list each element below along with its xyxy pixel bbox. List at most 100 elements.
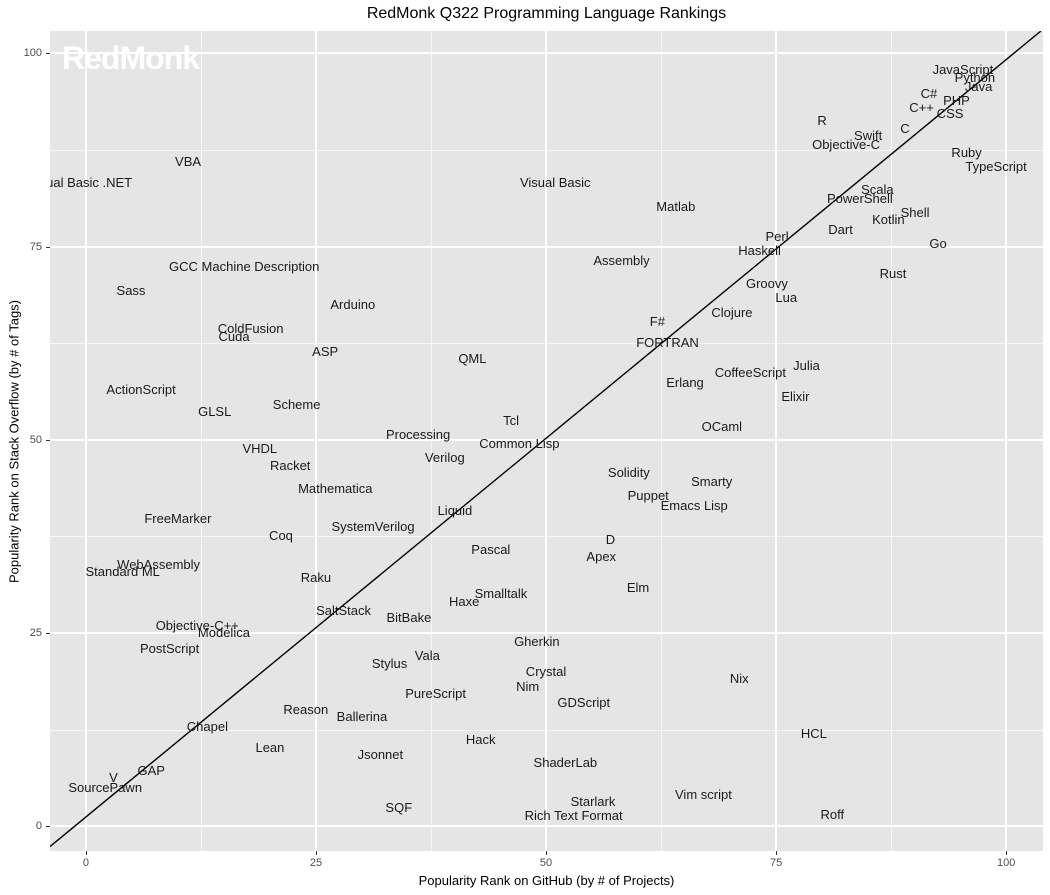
language-label: C <box>900 121 910 137</box>
language-label: Elixir <box>781 388 810 404</box>
y-axis-tick <box>46 826 50 828</box>
y-tick-label: 0 <box>35 820 42 833</box>
language-label: Python <box>954 70 996 86</box>
language-label: Roff <box>820 807 845 823</box>
language-label: Java <box>964 78 993 94</box>
language-label: Apex <box>586 548 617 564</box>
language-label: PowerShell <box>826 191 893 207</box>
minor-gridline <box>431 31 432 851</box>
language-label: D <box>605 531 616 547</box>
major-gridline <box>775 31 778 851</box>
language-label: Racket <box>269 458 311 474</box>
language-label: Rust <box>879 266 907 282</box>
language-label: CSS <box>936 106 964 122</box>
language-label: Scala <box>861 182 894 198</box>
language-label: Go <box>929 235 947 251</box>
language-label: Starlark <box>570 793 616 809</box>
major-gridline <box>50 438 1043 441</box>
language-label: Jsonnet <box>357 747 404 763</box>
language-label: Ballerina <box>336 708 388 724</box>
language-label: GLSL <box>198 404 232 420</box>
language-label: F# <box>649 313 665 329</box>
language-label: Processing <box>385 427 451 443</box>
language-label: Nix <box>729 671 749 687</box>
language-label: Swift <box>854 128 883 144</box>
language-label: FreeMarker <box>144 511 212 527</box>
language-label: Dart <box>828 221 853 237</box>
language-label: Gherkin <box>514 633 560 649</box>
y-axis-tick <box>46 633 50 635</box>
language-label: Kotlin <box>872 212 905 228</box>
language-label: PHP <box>943 92 970 108</box>
language-label: Pascal <box>471 541 511 557</box>
language-label: GDScript <box>557 694 611 710</box>
language-label: sual Basic .NET <box>50 175 133 191</box>
language-label: ActionScript <box>106 381 176 397</box>
language-label: Perl <box>765 229 789 245</box>
language-label: FORTRAN <box>636 335 699 351</box>
language-label: Smalltalk <box>474 586 528 602</box>
language-label: Nim <box>516 679 540 695</box>
language-label: Ruby <box>951 145 982 161</box>
y-tick-label: 100 <box>23 47 42 60</box>
language-label: Stylus <box>371 655 408 671</box>
redmonk-watermark: RedMonk <box>62 40 200 76</box>
language-label: VBA <box>175 153 202 169</box>
chart-title: RedMonk Q322 Programming Language Rankin… <box>366 5 727 22</box>
language-label: HCL <box>800 726 827 742</box>
language-label: SQF <box>385 800 413 816</box>
language-label: R <box>817 113 827 129</box>
language-label: Shell <box>900 205 930 221</box>
x-tick-label: 75 <box>769 857 783 869</box>
language-label: WebAssembly <box>117 557 201 573</box>
language-label: Vim script <box>674 786 732 802</box>
language-label: GAP <box>137 763 165 779</box>
major-gridline <box>50 52 1043 55</box>
major-gridline <box>545 31 548 851</box>
x-axis-tick <box>546 851 548 855</box>
language-label: Chapel <box>186 718 228 734</box>
language-label: Lean <box>255 740 285 756</box>
language-label: SaltStack <box>316 603 372 619</box>
language-label: Modelica <box>197 625 250 641</box>
language-label: Objective-C++ <box>155 618 239 634</box>
major-gridline <box>314 31 317 851</box>
language-label: Reason <box>283 702 329 718</box>
language-label: Matlab <box>656 199 696 215</box>
language-label: BitBake <box>386 610 432 626</box>
y-tick-label: 75 <box>29 240 42 253</box>
language-label: V <box>109 769 118 785</box>
language-label: Verilog <box>424 450 465 466</box>
language-label: ASP <box>312 343 339 359</box>
language-label: Assembly <box>593 252 650 268</box>
language-label: Crystal <box>525 664 567 680</box>
x-tick-label: 25 <box>309 857 323 869</box>
major-gridline <box>84 31 87 851</box>
language-label: Hack <box>465 732 496 748</box>
language-label: Scheme <box>272 397 321 413</box>
language-label: PureScript <box>405 686 466 702</box>
language-label: CoffeeScript <box>714 365 786 381</box>
language-label: Haskell <box>738 243 781 259</box>
language-label: JavaScript <box>932 61 994 77</box>
language-label: QML <box>458 350 487 366</box>
language-label: Tcl <box>503 412 520 428</box>
language-label: SystemVerilog <box>331 519 415 535</box>
language-label: Arduino <box>330 297 376 313</box>
language-label: C# <box>920 85 938 101</box>
diagonal-reference-line <box>50 31 1042 848</box>
language-label: Sass <box>116 282 146 298</box>
language-label: Mathematica <box>298 480 373 496</box>
language-label: GCC Machine Description <box>169 259 320 275</box>
language-label: Groovy <box>745 276 788 292</box>
language-label: Elm <box>626 580 650 596</box>
x-tick-label: 100 <box>997 857 1016 869</box>
x-axis-tick <box>315 851 317 855</box>
major-gridline <box>50 245 1043 248</box>
minor-gridline <box>891 31 893 851</box>
plot-panel: RedMonk JavaScript Python Java C# PHP C++ CSS R C… <box>50 31 1043 851</box>
language-label: Clojure <box>711 305 753 321</box>
language-label: Cuda <box>218 329 250 345</box>
minor-gridline <box>200 31 202 851</box>
